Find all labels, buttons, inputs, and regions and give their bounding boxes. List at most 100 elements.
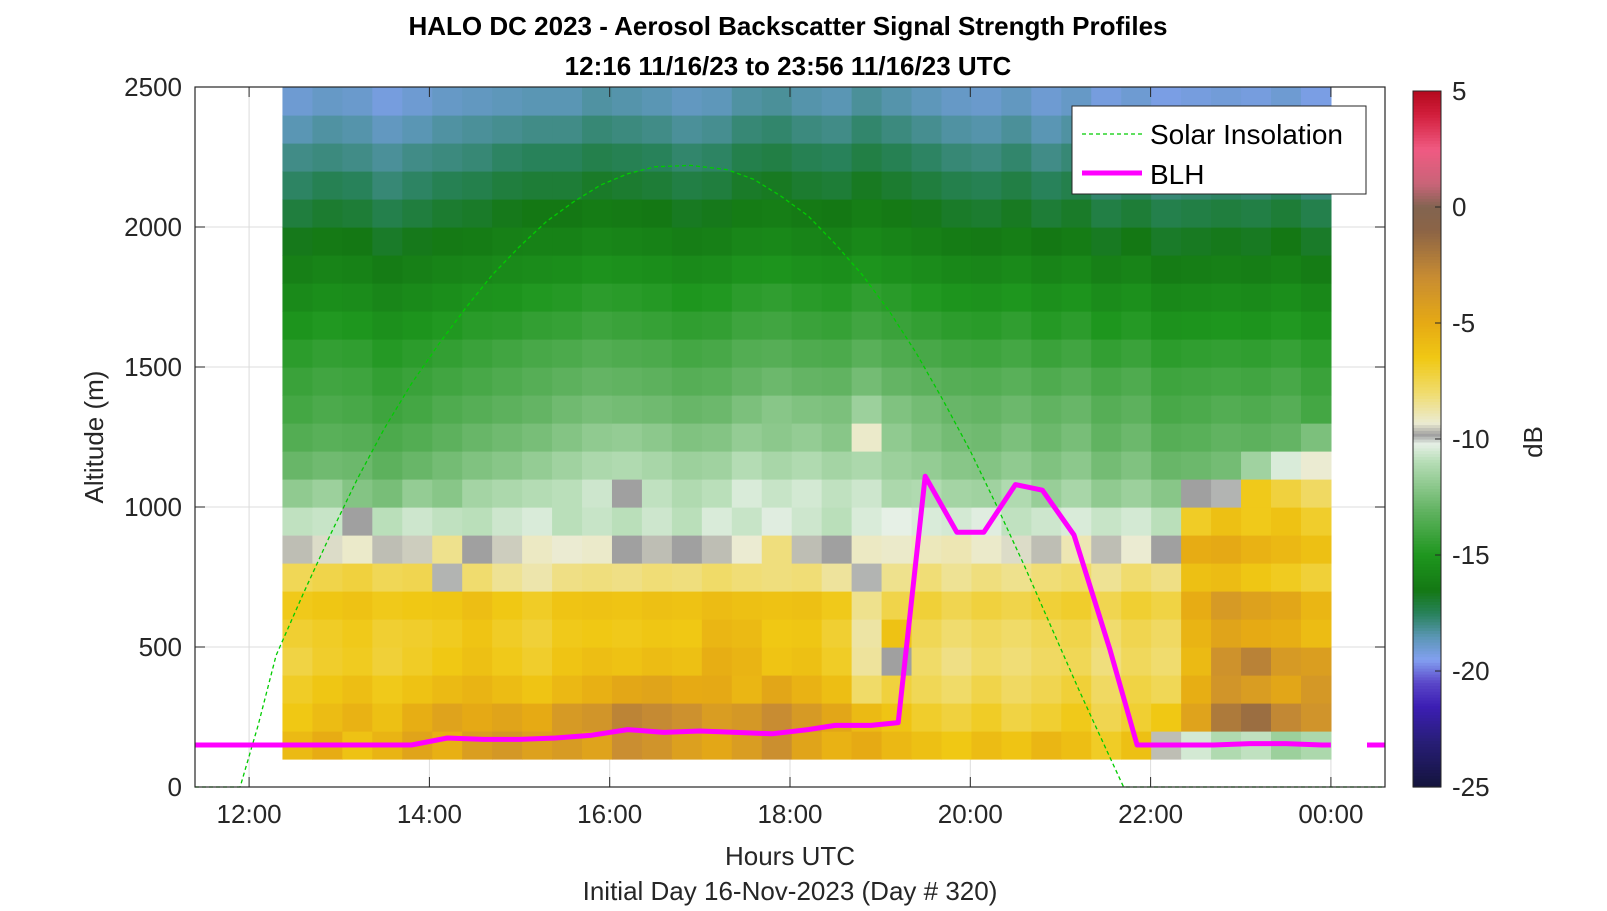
- colorbar-band: [1413, 566, 1441, 571]
- colorbar-band: [1413, 589, 1441, 594]
- heatmap-cell: [282, 703, 314, 732]
- heatmap-cell: [641, 535, 673, 564]
- heatmap-cell: [522, 619, 553, 648]
- heatmap-cell: [881, 591, 913, 620]
- colorbar-band: [1413, 436, 1441, 440]
- heatmap-cell: [1271, 283, 1302, 312]
- colorbar-band: [1413, 427, 1441, 431]
- heatmap-cell: [552, 171, 583, 200]
- heatmap-cell: [1241, 479, 1272, 508]
- heatmap-cell: [881, 115, 913, 144]
- heatmap-cell: [821, 395, 853, 424]
- heatmap-cell: [402, 619, 433, 648]
- heatmap-cell: [941, 563, 973, 592]
- colorbar-band: [1413, 763, 1441, 768]
- heatmap-cell: [791, 143, 823, 172]
- heatmap-cell: [701, 339, 733, 368]
- heatmap-cell: [342, 227, 373, 256]
- heatmap-cell: [342, 535, 373, 564]
- heatmap-cell: [522, 339, 553, 368]
- heatmap-cell: [462, 171, 493, 200]
- heatmap-cell: [611, 115, 643, 144]
- heatmap-cell: [492, 395, 523, 424]
- y-tick-labels: 0 500 1000 1500 2000 2500: [124, 72, 182, 802]
- heatmap-cell: [462, 395, 493, 424]
- heatmap-cell: [402, 703, 433, 732]
- heatmap-cell: [522, 731, 553, 760]
- heatmap-cell: [671, 143, 703, 172]
- colorbar-band: [1413, 247, 1441, 252]
- heatmap-cell: [671, 171, 703, 200]
- heatmap-cell: [312, 87, 343, 116]
- heatmap-cell: [1300, 255, 1332, 284]
- colorbar-band: [1413, 360, 1441, 365]
- heatmap-cell: [1300, 423, 1332, 452]
- heatmap-cell: [1001, 283, 1032, 312]
- colorbar-tick-label: -10: [1452, 424, 1490, 454]
- heatmap-cell: [492, 591, 523, 620]
- colorbar-band: [1413, 662, 1441, 666]
- colorbar-tick-label: -25: [1452, 772, 1490, 802]
- colorbar-band: [1413, 236, 1441, 240]
- y-axis-label: Altitude (m): [79, 371, 109, 504]
- heatmap-cell: [1121, 647, 1152, 676]
- colorbar-band: [1413, 462, 1441, 466]
- heatmap-cell: [701, 199, 733, 228]
- colorbar-band: [1413, 691, 1441, 695]
- colorbar-band: [1413, 671, 1441, 675]
- heatmap-cell: [611, 227, 643, 256]
- heatmap-cell: [402, 563, 433, 592]
- colorbar-band: [1413, 91, 1441, 95]
- heatmap-cell: [971, 451, 1002, 480]
- heatmap-cell: [342, 619, 373, 648]
- heatmap-cell: [1241, 395, 1272, 424]
- heatmap-cell: [971, 703, 1002, 732]
- colorbar-band: [1413, 207, 1441, 211]
- heatmap-cell: [402, 87, 433, 116]
- colorbar-band: [1413, 296, 1441, 301]
- heatmap-cell: [731, 283, 763, 312]
- heatmap-cell: [1271, 535, 1302, 564]
- heatmap-cell: [851, 115, 883, 144]
- colorbar-band: [1413, 134, 1441, 138]
- heatmap-cell: [1151, 227, 1182, 256]
- heatmap-cell: [731, 115, 763, 144]
- colorbar-band: [1413, 688, 1441, 692]
- heatmap-cell: [1181, 423, 1212, 452]
- heatmap-cell: [1211, 423, 1242, 452]
- heatmap-cell: [1061, 591, 1092, 620]
- heatmap-cell: [641, 227, 673, 256]
- heatmap-cell: [402, 255, 433, 284]
- heatmap-cell: [791, 87, 823, 116]
- colorbar-band: [1413, 775, 1441, 779]
- heatmap-cell: [701, 479, 733, 508]
- heatmap-cell: [641, 507, 673, 536]
- colorbar-band: [1413, 154, 1441, 159]
- heatmap-cell: [941, 367, 973, 396]
- heatmap-cell: [791, 395, 823, 424]
- heatmap-cell: [1241, 675, 1272, 704]
- chart-subtitle: 12:16 11/16/23 to 23:56 11/16/23 UTC: [565, 51, 1012, 81]
- heatmap-cell: [911, 87, 943, 116]
- heatmap-cell: [791, 115, 823, 144]
- colorbar-band: [1413, 746, 1441, 750]
- heatmap-cell: [492, 675, 523, 704]
- colorbar-band: [1413, 705, 1441, 710]
- heatmap-cell: [941, 675, 973, 704]
- heatmap-cell: [761, 367, 793, 396]
- heatmap-cell: [372, 703, 403, 732]
- colorbar-band: [1413, 430, 1441, 434]
- colorbar-band: [1413, 523, 1441, 527]
- heatmap-cell: [402, 479, 433, 508]
- heatmap-cell: [492, 283, 523, 312]
- heatmap-cell: [582, 591, 613, 620]
- heatmap-cell: [911, 199, 943, 228]
- heatmap-cell: [462, 311, 493, 340]
- heatmap-cell: [941, 283, 973, 312]
- heatmap-cell: [671, 507, 703, 536]
- heatmap-cell: [552, 591, 583, 620]
- heatmap-cell: [1121, 451, 1152, 480]
- heatmap-cell: [911, 619, 943, 648]
- heatmap-cell: [671, 283, 703, 312]
- heatmap-cell: [701, 675, 733, 704]
